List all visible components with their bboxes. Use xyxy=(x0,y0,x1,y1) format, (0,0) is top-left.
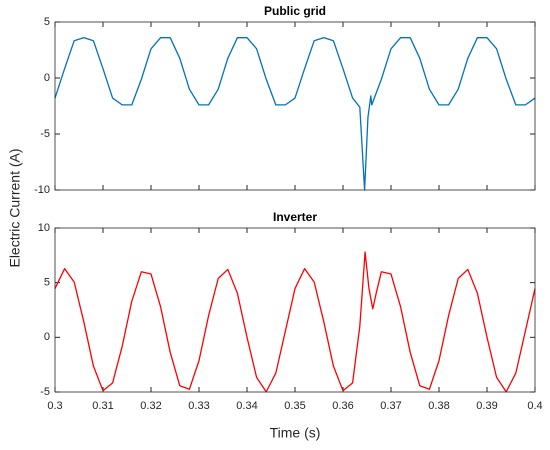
y-tick-label: 0 xyxy=(44,72,50,84)
y-tick-label: 5 xyxy=(44,16,50,28)
x-tick-label: 0.34 xyxy=(236,400,257,412)
y-axis-label: Electric Current (A) xyxy=(7,148,23,267)
y-tick-label: -5 xyxy=(40,128,50,140)
subplot-title: Inverter xyxy=(273,210,317,224)
data-line xyxy=(54,37,536,191)
axes-box xyxy=(54,227,536,393)
x-tick-label: 0.3 xyxy=(47,400,62,412)
plot-area xyxy=(55,228,535,392)
x-tick-label: 0.4 xyxy=(527,400,542,412)
axes-box xyxy=(54,21,536,191)
x-tick-label: 0.32 xyxy=(140,400,161,412)
x-tick-label: 0.38 xyxy=(428,400,449,412)
x-tick-label: 0.36 xyxy=(332,400,353,412)
y-tick-label: -5 xyxy=(40,386,50,398)
x-tick-label: 0.31 xyxy=(92,400,113,412)
plot-area xyxy=(55,22,535,190)
x-tick-label: 0.33 xyxy=(188,400,209,412)
y-tick-label: 5 xyxy=(44,277,50,289)
x-tick-label: 0.37 xyxy=(380,400,401,412)
x-tick-label: 0.35 xyxy=(284,400,305,412)
data-line xyxy=(54,251,536,393)
y-tick-label: -10 xyxy=(34,184,50,196)
y-tick-label: 0 xyxy=(44,331,50,343)
subplot-title: Public grid xyxy=(264,4,326,18)
x-axis-label: Time (s) xyxy=(270,425,321,441)
x-tick-label: 0.39 xyxy=(476,400,497,412)
y-tick-label: 10 xyxy=(38,222,50,234)
